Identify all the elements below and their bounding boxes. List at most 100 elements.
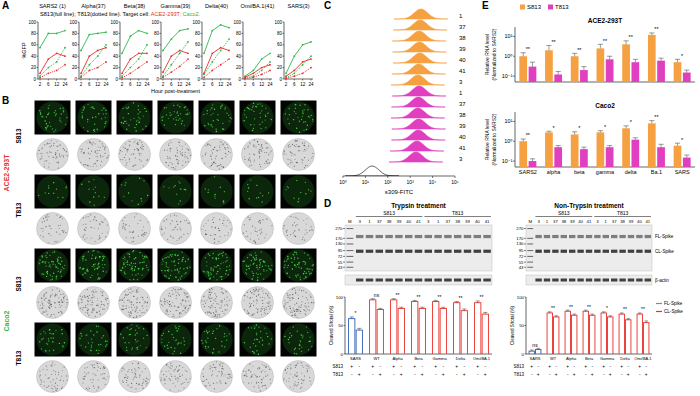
micrograph-cell xyxy=(174,185,175,186)
micrograph-cell xyxy=(93,166,94,167)
y-tick-label: 0 xyxy=(156,77,159,82)
micrograph-cell xyxy=(223,143,224,144)
micrograph-cell xyxy=(287,186,288,187)
micrograph-cell xyxy=(295,104,296,105)
micrograph-cell xyxy=(177,150,178,151)
x-tick xyxy=(171,79,172,81)
micrograph xyxy=(281,101,317,135)
micrograph-cell xyxy=(308,189,309,190)
micrograph-cell xyxy=(135,157,136,158)
micrograph-cell xyxy=(249,219,250,220)
micrograph-cell xyxy=(287,118,288,119)
micrograph-cell xyxy=(258,238,259,239)
point xyxy=(88,34,90,36)
micrograph-cell xyxy=(210,166,211,167)
point xyxy=(302,61,304,63)
micrograph-cell xyxy=(40,153,41,154)
micrograph-cell xyxy=(292,144,293,145)
micrograph-cell xyxy=(188,258,189,259)
micrograph-cell xyxy=(298,198,299,199)
micrograph-cell xyxy=(306,232,307,233)
micrograph-cell xyxy=(58,163,59,164)
micrograph-cell xyxy=(267,147,268,148)
micrograph-cell xyxy=(294,111,295,112)
micrograph-cell xyxy=(139,159,140,160)
micrograph-cell xyxy=(90,300,91,301)
micrograph-cell xyxy=(168,187,169,188)
y-tick-label: 20 xyxy=(236,65,242,70)
micrograph-cell xyxy=(166,262,167,263)
x-tick xyxy=(245,79,246,81)
micrograph-cell xyxy=(256,185,257,186)
point xyxy=(220,64,222,66)
micrograph-cell xyxy=(126,165,127,166)
x-axis xyxy=(161,79,190,80)
y-tick xyxy=(37,33,39,34)
micrograph-cell xyxy=(306,148,307,149)
micrograph-cell xyxy=(304,104,305,105)
micrograph-cell xyxy=(102,308,103,309)
micrograph-cell xyxy=(205,233,206,234)
micrograph-cell xyxy=(100,291,101,292)
micrograph-cell xyxy=(125,107,126,108)
micrograph xyxy=(76,175,112,209)
point xyxy=(228,50,230,52)
y-tick xyxy=(242,44,244,45)
y-tick xyxy=(160,22,162,23)
micrograph xyxy=(35,249,71,283)
micrograph-cell xyxy=(144,108,145,109)
micrograph-cell xyxy=(103,107,104,108)
micrograph-cell xyxy=(228,114,229,115)
micrograph-well xyxy=(242,213,274,245)
micrograph-cell xyxy=(138,204,139,205)
point xyxy=(47,67,49,69)
micrograph-cell xyxy=(92,302,93,303)
micrograph-cell xyxy=(300,279,301,280)
micrograph-cell xyxy=(167,150,168,151)
micrograph-cell xyxy=(93,205,94,206)
micrograph-cell xyxy=(55,266,56,267)
x-tick xyxy=(89,79,90,81)
micrograph-cell xyxy=(96,305,97,306)
micrograph-cell xyxy=(56,162,57,163)
micrograph-cell xyxy=(218,230,219,231)
micrograph-cell xyxy=(299,121,300,122)
micrograph-cell xyxy=(294,264,295,265)
micrograph-cell xyxy=(142,269,143,270)
micrograph-cell xyxy=(87,289,88,290)
micrograph-cell xyxy=(90,142,91,143)
micrograph-cell xyxy=(309,117,310,118)
micrograph-cell xyxy=(227,147,228,148)
point xyxy=(211,61,213,63)
micrograph-cell xyxy=(179,236,180,237)
y-tick-label: 60 xyxy=(113,42,119,47)
point xyxy=(228,58,230,60)
micrograph-cell xyxy=(301,119,302,120)
micrograph-cell xyxy=(176,112,177,113)
micrograph-cell xyxy=(103,255,104,256)
micrograph-cell xyxy=(135,274,136,275)
micrograph-cell xyxy=(49,146,50,147)
micrograph-cell xyxy=(50,126,51,127)
micrograph-cell xyxy=(244,224,245,225)
micrograph-cell xyxy=(66,186,67,187)
micrograph-cell xyxy=(174,269,175,270)
micrograph-cell xyxy=(285,154,286,155)
micrograph-cell xyxy=(66,299,67,300)
micrograph-cell xyxy=(48,300,49,301)
micrograph-cell xyxy=(171,270,172,271)
micrograph-cell xyxy=(284,267,285,268)
micrograph-cell xyxy=(176,159,177,160)
micrograph-cell xyxy=(41,158,42,159)
micrograph-cell xyxy=(287,235,288,236)
point xyxy=(105,44,107,46)
micrograph-cell xyxy=(177,240,178,241)
micrograph-well xyxy=(160,250,192,282)
micrograph-cell xyxy=(172,254,173,255)
micrograph-cell xyxy=(215,234,216,235)
line xyxy=(122,45,147,76)
micrograph-cell xyxy=(294,104,295,105)
micrograph-cell xyxy=(218,228,219,229)
micrograph xyxy=(240,249,276,283)
micrograph-cell xyxy=(175,276,176,277)
